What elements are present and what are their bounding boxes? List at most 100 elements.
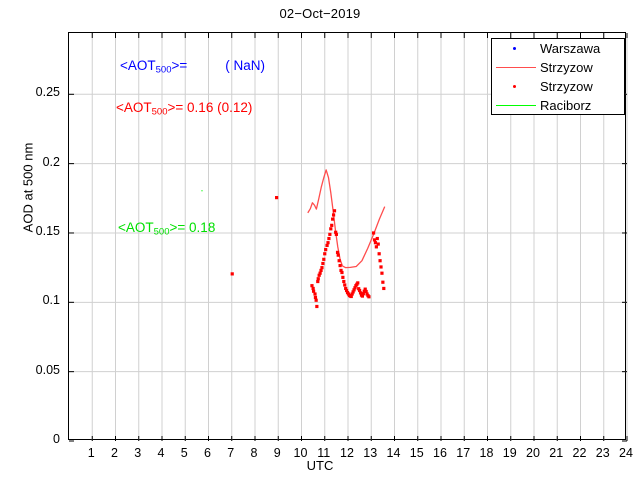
data-point	[338, 263, 342, 268]
chart-legend: Warszawa Strzyzow Strzyzow Raciborz	[491, 38, 625, 115]
data-point	[380, 271, 384, 275]
annotation-raciborz-suffix: >=	[169, 220, 186, 235]
data-point	[331, 213, 336, 217]
data-point	[313, 292, 317, 296]
data-point	[360, 294, 365, 298]
data-point	[357, 287, 361, 291]
legend-swatch	[496, 67, 536, 69]
annotation-warszawa-subscript: 500	[155, 64, 172, 76]
legend-entry-strzyzow-line[interactable]: Strzyzow	[492, 58, 624, 77]
data-point	[367, 295, 371, 299]
legend-entry-raciborz-line[interactable]: Raciborz	[492, 96, 624, 115]
data-point	[335, 250, 340, 254]
data-point	[343, 283, 347, 287]
legend-entry-warszawa-dot[interactable]: Warszawa	[492, 39, 624, 58]
data-point	[344, 286, 348, 291]
data-point	[378, 259, 382, 263]
data-point	[311, 286, 315, 291]
y-axis-tick-label: 0.2	[42, 154, 60, 169]
x-axis-tick-label: 17	[456, 446, 471, 460]
data-point	[341, 275, 345, 279]
data-point	[349, 294, 353, 299]
data-point	[373, 241, 378, 245]
annotation-strzyzow-prefix: <AOT	[116, 100, 152, 115]
data-point	[364, 289, 368, 294]
y-axis-tick-label: 0.25	[35, 85, 60, 100]
annotation-warszawa-prefix: <AOT	[120, 58, 156, 73]
chart-title: 02−Oct−2019	[279, 6, 361, 21]
data-point	[316, 277, 320, 281]
data-point	[330, 223, 334, 227]
x-axis-tick-label: 21	[549, 446, 564, 460]
data-point	[339, 268, 343, 273]
annotation-raciborz-subscript: 500	[153, 226, 170, 238]
y-axis-tick-label: 0.15	[35, 223, 60, 238]
data-point	[230, 272, 234, 276]
x-axis-tick-label: 15	[409, 446, 424, 460]
data-point	[317, 273, 321, 277]
data-point	[327, 236, 331, 241]
legend-label: Warszawa	[540, 41, 601, 56]
x-axis-tick-label: 3	[134, 446, 142, 460]
data-point	[336, 253, 340, 257]
data-layer	[201, 169, 386, 309]
data-point	[314, 298, 318, 302]
data-point	[351, 290, 355, 294]
x-axis-tick-label: 2	[111, 446, 118, 460]
y-axis-tick-label: 0.1	[42, 293, 60, 308]
annotation-strzyzow-suffix: >=	[167, 100, 184, 115]
data-point	[363, 287, 367, 291]
data-point	[316, 279, 320, 284]
annotation-warszawa-suffix: >=	[171, 58, 188, 73]
y-axis-tick-label: 0.05	[35, 362, 60, 377]
y-axis-label: AOD at 500 nm	[20, 142, 36, 233]
data-point	[376, 242, 380, 246]
x-axis-tick-label: 16	[433, 446, 447, 460]
data-point	[310, 284, 314, 288]
x-axis-tick-label: 5	[180, 446, 188, 460]
data-point	[365, 292, 369, 296]
data-point	[358, 291, 363, 295]
x-axis-tick-label: 18	[479, 446, 494, 460]
annotation-strzyzow-mean: <AOT500>= 0.16 (0.12)	[116, 100, 252, 117]
x-axis-tick-label: 7	[227, 446, 235, 460]
series-line	[307, 169, 386, 269]
legend-swatch	[496, 105, 536, 107]
data-point	[328, 232, 332, 236]
x-axis-tick-label: 22	[572, 446, 587, 460]
x-axis-tick-label: 13	[363, 446, 378, 460]
data-point	[375, 236, 379, 241]
legend-swatch	[513, 85, 516, 88]
x-axis-tick-label: 8	[250, 446, 258, 460]
x-axis-label: UTC	[306, 458, 334, 473]
series-strzyzow-line	[307, 169, 386, 269]
x-axis-tick-label: 10	[293, 446, 308, 460]
data-point	[332, 209, 337, 213]
series-strzyzow-scatter	[230, 196, 386, 309]
x-axis-tick-label: 19	[502, 446, 517, 460]
annotation-raciborz-mean: <AOT500>= 0.18	[118, 220, 215, 237]
x-axis-tick-label: 4	[157, 446, 165, 460]
data-point	[329, 227, 333, 231]
x-axis-tick-label: 14	[386, 446, 401, 460]
annotation-warszawa-mean: <AOT500>= ( NaN)	[120, 58, 265, 75]
legend-entry-strzyzow-dot[interactable]: Strzyzow	[492, 77, 624, 96]
x-axis-tick-label: 6	[204, 446, 211, 460]
data-point	[358, 288, 362, 293]
data-point	[350, 292, 354, 296]
x-axis-tick-label: 12	[340, 446, 354, 460]
legend-swatch	[513, 47, 516, 50]
data-point	[352, 288, 356, 292]
data-point	[322, 257, 326, 261]
data-point	[379, 265, 383, 269]
data-point	[371, 231, 376, 235]
x-axis-tick-label: 20	[526, 446, 540, 460]
data-point	[321, 261, 325, 266]
data-point	[334, 230, 338, 234]
data-point	[381, 280, 385, 284]
legend-marker-line-icon	[492, 58, 540, 77]
legend-label: Raciborz	[540, 98, 592, 113]
x-axis-tick-label: 1	[87, 446, 95, 460]
data-point	[325, 243, 329, 248]
